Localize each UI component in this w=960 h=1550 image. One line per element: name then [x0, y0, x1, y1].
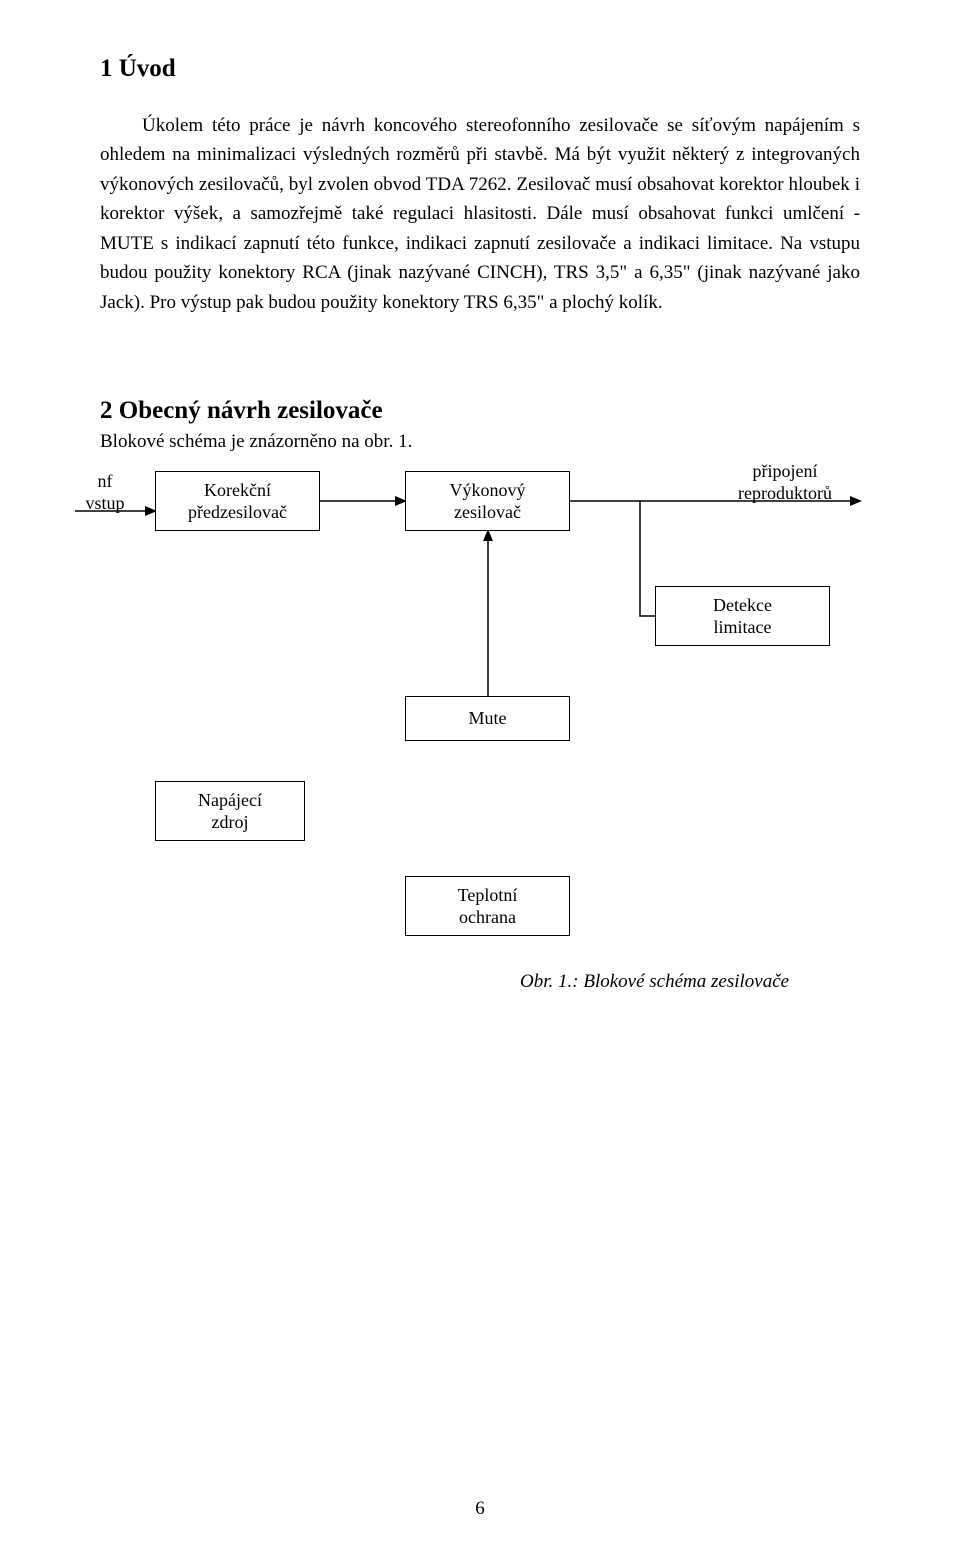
diagram-node-teplotni: Teplotníochrana	[405, 876, 570, 936]
page: 1 Úvod Úkolem této práce je návrh koncov…	[0, 0, 960, 1550]
section2-subtitle: Blokové schéma je znázorněno na obr. 1.	[100, 431, 860, 453]
diagram-node-napajeci: Napájecízdroj	[155, 781, 305, 841]
diagram-node-pripojeni: připojeníreproduktorů	[700, 461, 870, 505]
diagram-connectors	[100, 481, 860, 1021]
section1-heading: 1 Úvod	[100, 55, 860, 83]
diagram-node-mute: Mute	[405, 696, 570, 741]
section1-paragraph: Úkolem této práce je návrh koncového ste…	[100, 111, 860, 317]
block-diagram: nfvstupKorekčnípředzesilovačVýkonovýzesi…	[100, 481, 860, 1021]
diagram-caption: Obr. 1.: Blokové schéma zesilovače	[520, 971, 789, 993]
diagram-node-korekcni: Korekčnípředzesilovač	[155, 471, 320, 531]
diagram-node-vykonovy: Výkonovýzesilovač	[405, 471, 570, 531]
page-number: 6	[0, 1498, 960, 1520]
diagram-node-nf_label: nfvstup	[75, 471, 135, 515]
diagram-edge-e_tap_det	[640, 501, 655, 616]
diagram-node-detekce: Detekcelimitace	[655, 586, 830, 646]
section2-heading: 2 Obecný návrh zesilovače	[100, 397, 860, 425]
